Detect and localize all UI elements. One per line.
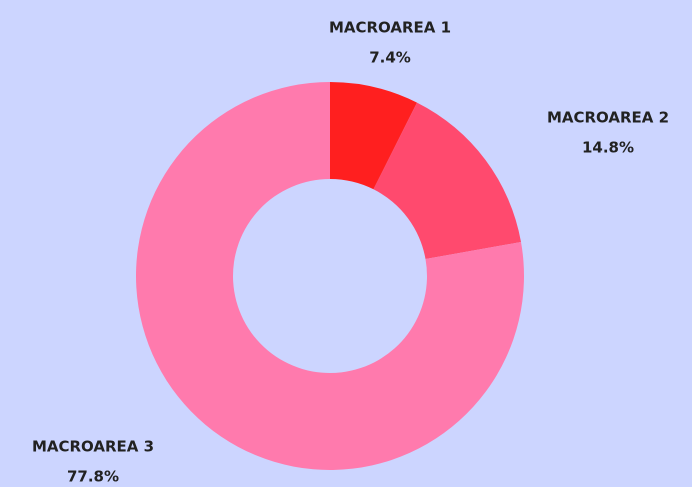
donut-slice (330, 82, 417, 190)
donut-slice (136, 82, 524, 470)
slice-label: MACROAREA 1 (329, 19, 451, 37)
slice-value-label: 14.8% (582, 139, 634, 157)
donut-slice (373, 102, 522, 260)
slice-value-label: 77.8% (67, 468, 119, 486)
slice-label: MACROAREA 3 (32, 438, 154, 456)
slice-label: MACROAREA 2 (547, 109, 669, 127)
slice-value-label: 7.4% (369, 49, 411, 67)
